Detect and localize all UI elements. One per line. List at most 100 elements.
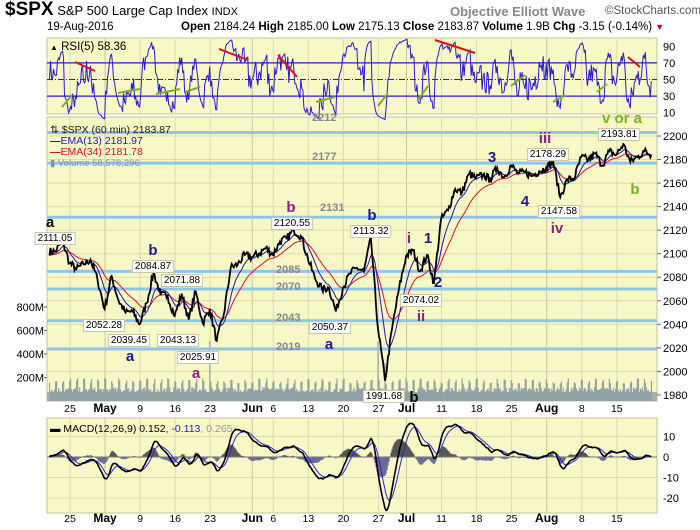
volume-legend: ▮ Volume 58,578,296	[50, 158, 140, 169]
macd-hist-bar	[335, 457, 337, 459]
macd-hist-bar	[63, 454, 65, 457]
macd-hist-bar	[133, 455, 135, 457]
macd-hist-bar	[397, 439, 399, 457]
macd-hist-bar	[303, 457, 305, 461]
macd-hist-bar	[559, 457, 561, 464]
close-label: Close	[402, 21, 435, 33]
macd-hist-bar	[570, 454, 572, 457]
macd-hist-bar	[77, 457, 79, 460]
macd-hist-bar	[446, 449, 448, 457]
wave-label-1: 1	[423, 230, 433, 247]
macd-hist-bar	[61, 454, 63, 457]
macd-hist-bar	[501, 457, 503, 459]
macd-hist-bar	[87, 455, 89, 457]
level-label: 2019	[276, 341, 301, 353]
macd-hist-bar	[240, 455, 242, 457]
macd-hist-bar	[187, 457, 189, 459]
close-value: 2183.87	[437, 21, 480, 33]
x-tick-label: 9	[137, 513, 143, 525]
volume-bar	[63, 381, 65, 401]
macd-hist-bar	[263, 457, 265, 459]
macd-hist-bar	[471, 457, 473, 459]
rsi-trendline	[417, 85, 429, 101]
level-label: 2070	[276, 281, 301, 293]
macd-hist-bar	[601, 457, 603, 461]
x-tick-label: 13	[303, 403, 315, 415]
macd-hist-bar	[586, 455, 588, 457]
wave-label-ii: ii	[416, 308, 426, 325]
volume-bar	[300, 382, 302, 401]
macd-hist-bar	[156, 451, 158, 457]
x-tick-label: 25	[506, 513, 518, 525]
volume-bar	[272, 382, 274, 401]
level-label: 2085	[276, 264, 301, 276]
macd-hist-bar	[420, 457, 422, 465]
macd-hist-bar	[292, 455, 294, 457]
macd-hist-bar	[445, 448, 447, 457]
volume-bar	[483, 380, 485, 401]
volume-bar	[195, 382, 197, 401]
macd-hist-bar	[127, 457, 129, 459]
macd-hist-bar	[285, 455, 287, 457]
macd-hist-bar	[58, 455, 60, 457]
symbol: $SPX	[5, 0, 54, 20]
volume-bar	[210, 381, 212, 401]
volume-bar	[328, 381, 330, 401]
exchange: INDX	[211, 6, 238, 18]
macd-hist-bar	[110, 452, 112, 457]
macd-hist-bar	[400, 439, 402, 457]
macd-hist-bar	[236, 450, 238, 457]
macd-hist-bar	[466, 457, 468, 459]
rsi-trendline	[277, 54, 298, 78]
macd-hist-bar	[434, 457, 436, 463]
macd-hist-bar	[99, 457, 101, 462]
macd-hist-bar	[517, 457, 519, 459]
open-value: 2184.24	[213, 21, 256, 33]
macd-hist-bar	[355, 452, 357, 457]
volume-bar	[161, 379, 163, 401]
macd-hist-bar	[367, 454, 369, 457]
macd-hist-bar	[163, 457, 165, 460]
ema13-legend-text: EMA(13) 2181.97	[60, 135, 143, 147]
x-tick-label: 15	[611, 403, 623, 415]
macd-hist-bar	[396, 439, 398, 457]
y-tick-label: 2180	[663, 155, 687, 167]
rsi-panel	[46, 37, 658, 115]
macd-hist-bar	[98, 457, 100, 461]
macd-hist-bar	[489, 457, 491, 461]
price-callout: 2039.45	[107, 334, 151, 347]
volume-bar	[98, 380, 100, 401]
x-tick-label: 25	[64, 403, 76, 415]
macd-hist-bar	[90, 455, 92, 457]
macd-tick-label: -10	[663, 473, 679, 485]
wave-label-i: i	[406, 230, 412, 247]
macd-hist-bar	[269, 457, 271, 460]
macd-hist-bar	[310, 457, 312, 464]
macd-hist-bar	[340, 454, 342, 457]
rsi-trendline	[510, 74, 526, 87]
macd-hist-bar	[551, 455, 553, 457]
macd-hist-bar	[477, 457, 479, 461]
macd-hist-bar	[412, 453, 414, 457]
macd-hist-bar	[112, 450, 114, 457]
macd-hist-bar	[116, 454, 118, 457]
macd-hist-bar	[262, 457, 264, 460]
macd-hist-bar	[125, 457, 127, 460]
price-callout: 2052.28	[82, 319, 126, 332]
macd-hist-bar	[415, 457, 417, 459]
macd-hist-bar	[491, 457, 493, 461]
macd-hist-bar	[287, 455, 289, 457]
volume-bar	[133, 381, 135, 401]
volume-bar	[315, 381, 317, 401]
macd-hist-bar	[67, 457, 69, 460]
macd-hist-bar	[318, 457, 320, 463]
source-label: Objective Elliott Wave	[450, 4, 586, 19]
volume-bar	[307, 379, 309, 401]
wave-label-3: 3	[487, 149, 497, 166]
macd-hist-bar	[442, 446, 444, 457]
price-callout: 2071.88	[160, 274, 204, 287]
macd-hist-bar	[257, 457, 259, 461]
macd-legend: ▬ MACD(12,26,9) 0.152, -0.113, 0.265	[50, 423, 233, 435]
macd-hist-bar	[275, 457, 277, 459]
